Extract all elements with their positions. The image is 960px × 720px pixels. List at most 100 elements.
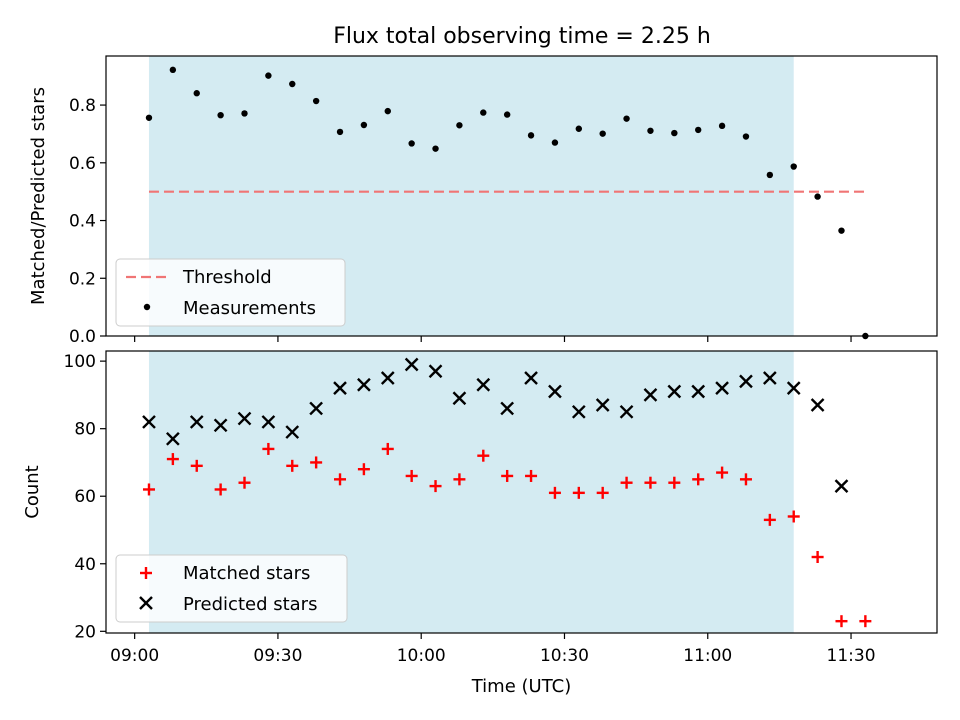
matched-point — [548, 486, 561, 499]
matched-point — [692, 473, 705, 486]
predicted-point-b — [739, 374, 753, 389]
top-y-axis-label: Matched/Predicted stars — [28, 87, 49, 305]
matched-point — [859, 615, 872, 628]
predicted-point-b — [380, 371, 395, 385]
bottom-x-tick-label: 09:00 — [110, 646, 159, 666]
matched-point — [429, 480, 442, 493]
predicted-point-b — [643, 388, 658, 402]
predicted-point-b — [142, 415, 156, 429]
predicted-point — [476, 377, 491, 392]
predicted-point-b — [786, 381, 801, 395]
predicted-point — [834, 479, 849, 493]
predicted-point — [619, 404, 634, 419]
matched-point — [310, 456, 323, 469]
matched-point — [763, 513, 776, 526]
predicted-point-b — [762, 371, 777, 385]
measurement-point — [742, 133, 750, 140]
measurement-point — [790, 163, 797, 170]
bottom-y-tick-label: 40 — [74, 555, 96, 575]
measurement-point — [551, 139, 559, 146]
predicted-point-b — [213, 418, 228, 433]
predicted-point — [452, 391, 467, 406]
bottom-x-tick-label: 10:00 — [397, 646, 446, 666]
predicted-point-b — [524, 371, 538, 385]
predicted-point-b — [333, 381, 347, 395]
matched-point — [644, 476, 657, 489]
bottom-x-tick-label: 11:30 — [827, 646, 876, 666]
matched-point — [525, 469, 538, 482]
measurement-point — [145, 114, 153, 121]
measurement-point — [289, 80, 296, 88]
matched-point — [286, 459, 299, 472]
predicted-point — [142, 415, 156, 429]
predicted-point-b — [428, 364, 443, 379]
top-legend: Threshold Measurements — [115, 258, 346, 327]
predicted-point-b — [834, 479, 849, 493]
count-points — [142, 357, 872, 628]
measurement-point — [456, 122, 463, 129]
matched-point — [166, 453, 179, 466]
predicted-point-b — [452, 391, 467, 406]
predicted-point — [285, 425, 300, 439]
matched-point — [787, 510, 800, 523]
top-y-tick-label: 0.8 — [69, 96, 96, 116]
measurement-point — [384, 107, 391, 115]
matched-point — [405, 469, 418, 482]
legend-measurements-label: Measurements — [183, 298, 316, 319]
predicted-point-b — [261, 415, 276, 429]
predicted-point-b — [404, 357, 419, 372]
predicted-point-b — [189, 415, 204, 429]
predicted-point — [404, 357, 419, 372]
predicted-point — [691, 384, 706, 399]
top-y-tick-label: 0.2 — [69, 269, 96, 289]
bottom-y-tick-label: 80 — [74, 420, 96, 440]
measurement-point — [647, 127, 654, 134]
legend-matched-swatch — [140, 567, 152, 579]
predicted-point-b — [619, 404, 634, 419]
count-panel: 20 40 60 80 100 09:00 09:30 10:00 10:30 11:00 11:3… — [22, 350, 938, 697]
bottom-y-axis-label: Count — [22, 465, 43, 518]
x-axis-label: Time (UTC) — [471, 676, 572, 697]
predicted-point — [595, 398, 610, 412]
bottom-y-tick-label: 60 — [74, 487, 96, 507]
predicted-point-b — [595, 398, 610, 412]
predicted-point — [166, 431, 180, 446]
measurement-point — [503, 111, 511, 118]
measurement-point — [838, 227, 845, 234]
predicted-point — [213, 418, 228, 433]
measurement-point — [217, 111, 224, 119]
predicted-point — [237, 411, 252, 426]
bottom-y-tick-label: 100 — [64, 352, 96, 372]
predicted-point-b — [500, 401, 515, 416]
predicted-point — [548, 384, 562, 399]
measurement-point — [360, 121, 368, 129]
measurement-point — [432, 145, 439, 152]
matched-point — [453, 473, 466, 486]
measurement-point — [814, 193, 821, 200]
predicted-point-b — [285, 425, 300, 439]
measurement-point — [312, 97, 320, 105]
predicted-point-b — [810, 398, 825, 412]
matched-point — [214, 483, 227, 496]
matched-point — [620, 476, 633, 489]
predicted-point — [667, 384, 682, 399]
chart-title: Flux total observing time = 2.25 h — [333, 24, 711, 49]
predicted-point — [715, 381, 729, 395]
measurement-point — [527, 132, 535, 139]
predicted-point — [500, 401, 515, 416]
matched-point — [381, 442, 394, 455]
predicted-point — [189, 415, 204, 429]
predicted-point — [357, 377, 371, 392]
predicted-point-b — [667, 384, 682, 399]
measurement-point — [575, 125, 583, 132]
matched-point — [477, 449, 490, 462]
predicted-point-b — [309, 401, 323, 416]
predicted-point — [571, 404, 586, 419]
matched-point — [811, 551, 824, 564]
legend-threshold-label: Threshold — [182, 267, 272, 288]
predicted-point — [380, 371, 395, 385]
measurement-point — [599, 130, 606, 137]
matched-point — [334, 473, 347, 486]
predicted-point — [739, 374, 753, 389]
